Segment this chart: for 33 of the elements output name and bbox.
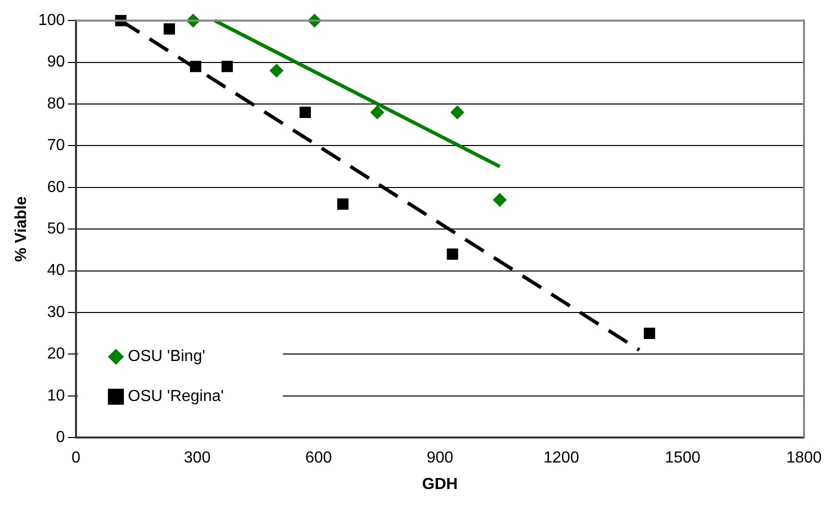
point bbox=[190, 60, 202, 72]
x-axis-title: GDH bbox=[422, 476, 458, 493]
x-tick-label: 1200 bbox=[544, 450, 580, 467]
x-tick-label: 300 bbox=[184, 450, 211, 467]
point bbox=[370, 105, 384, 120]
point bbox=[337, 198, 349, 210]
y-tick-label: 70 bbox=[47, 137, 65, 154]
point bbox=[222, 60, 233, 72]
y-tick-label: 50 bbox=[47, 220, 65, 238]
legend-label: OSU 'Regina' bbox=[128, 388, 224, 406]
legend-label: OSU 'Bing' bbox=[128, 348, 206, 366]
point bbox=[300, 106, 311, 118]
y-tick-label: 40 bbox=[47, 262, 65, 280]
y-axis-title: % Viable bbox=[13, 196, 30, 262]
point bbox=[270, 64, 284, 78]
y-tick-label: 30 bbox=[47, 304, 65, 321]
x-tick-label: 600 bbox=[305, 450, 332, 467]
x-tick-label: 900 bbox=[426, 450, 454, 467]
x-tick-label: 1800 bbox=[786, 450, 822, 467]
y-tick-label: 20 bbox=[47, 346, 65, 363]
point bbox=[644, 328, 656, 340]
x-tick-label: 1500 bbox=[664, 450, 701, 467]
y-tick-label: 60 bbox=[47, 178, 65, 196]
y-tick-label: 80 bbox=[47, 95, 65, 112]
x-tick-label: 0 bbox=[71, 450, 80, 467]
y-tick-label: 10 bbox=[47, 387, 65, 404]
y-tick-label: 100 bbox=[38, 12, 65, 30]
y-tick-label: 0 bbox=[56, 429, 65, 446]
point bbox=[446, 248, 458, 260]
y-tick-label: 90 bbox=[47, 54, 65, 71]
point bbox=[450, 105, 464, 120]
point bbox=[492, 192, 507, 207]
point bbox=[164, 23, 175, 35]
